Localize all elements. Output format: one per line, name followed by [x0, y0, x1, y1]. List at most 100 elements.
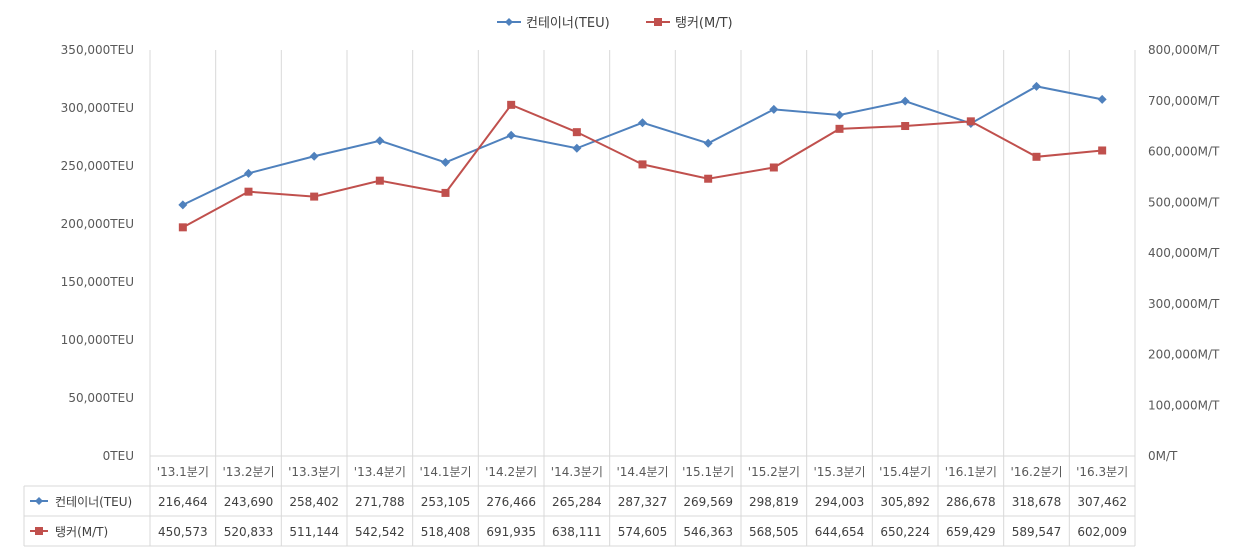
y-right-tick-label: 100,000M/T	[1148, 398, 1220, 412]
data-point	[1097, 94, 1107, 104]
category-label: '14.3분기	[551, 465, 603, 479]
series-line	[182, 85, 1103, 206]
y-left-tick-label: 150,000TEU	[61, 275, 134, 289]
y-left-tick-label: 250,000TEU	[61, 159, 134, 173]
category-label: '13.1분기	[157, 465, 209, 479]
data-table-cell: 638,111	[552, 525, 602, 539]
data-table-cell: 305,892	[880, 495, 930, 509]
data-point	[310, 192, 319, 201]
data-point	[769, 163, 778, 172]
y-right-tick-label: 300,000M/T	[1148, 297, 1220, 311]
data-table-cell: 294,003	[815, 495, 865, 509]
data-table-cell: 253,105	[421, 495, 471, 509]
data-table-cell: 307,462	[1077, 495, 1127, 509]
y-left-tick-label: 350,000TEU	[61, 43, 134, 57]
category-label: '14.2분기	[485, 465, 537, 479]
category-label: '15.4분기	[879, 465, 931, 479]
data-point	[441, 188, 450, 197]
data-point	[835, 110, 844, 120]
y-left-tick-label: 100,000TEU	[61, 333, 134, 347]
data-table-cell: 269,569	[683, 495, 733, 509]
data-table-cell: 271,788	[355, 495, 405, 509]
table-legend-key-marker	[35, 527, 43, 535]
category-label: '13.4분기	[354, 465, 406, 479]
category-label: '13.3분기	[288, 465, 340, 479]
data-point	[244, 168, 253, 178]
data-point	[900, 96, 910, 106]
y-right-tick-label: 700,000M/T	[1148, 94, 1220, 108]
y-right-tick-label: 0M/T	[1148, 449, 1178, 463]
data-table-cell: 450,573	[158, 525, 208, 539]
data-table-cell: 568,505	[749, 525, 799, 539]
table-series-name: 탱커(M/T)	[55, 525, 108, 539]
data-table-cell: 518,408	[421, 525, 471, 539]
y-right-tick-label: 600,000M/T	[1148, 145, 1220, 159]
data-table-cell: 258,402	[289, 495, 339, 509]
data-point	[1032, 152, 1041, 161]
y-left-tick-label: 300,000TEU	[61, 101, 134, 115]
data-point	[572, 128, 581, 137]
data-table-cell: 298,819	[749, 495, 799, 509]
legend-key-marker	[654, 18, 662, 26]
category-label: '15.1분기	[682, 465, 734, 479]
data-point	[769, 104, 779, 114]
y-right-tick-label: 200,000M/T	[1148, 348, 1220, 362]
data-table-cell: 511,144	[289, 525, 339, 539]
data-point	[441, 157, 450, 167]
table-legend-key-marker	[35, 497, 43, 505]
data-point	[835, 124, 844, 133]
data-table-cell: 644,654	[815, 525, 865, 539]
data-table-cell: 287,327	[618, 495, 668, 509]
data-table-cell: 574,605	[618, 525, 668, 539]
y-left-tick-label: 50,000TEU	[68, 391, 134, 405]
data-table-cell: 589,547	[1012, 525, 1062, 539]
category-label: '14.4분기	[616, 465, 668, 479]
y-right-tick-label: 800,000M/T	[1148, 43, 1220, 57]
category-label: '15.2분기	[748, 465, 800, 479]
data-point	[309, 151, 319, 161]
data-point	[704, 174, 713, 183]
data-point	[244, 187, 253, 196]
data-point	[507, 100, 516, 109]
category-label: '15.3분기	[813, 465, 865, 479]
data-table-cell: 546,363	[683, 525, 733, 539]
data-point	[703, 138, 713, 148]
category-label: '16.2분기	[1010, 465, 1062, 479]
data-point	[638, 118, 647, 128]
data-point	[178, 200, 188, 210]
data-table-cell: 216,464	[158, 495, 208, 509]
table-series-name: 컨테이너(TEU)	[55, 495, 132, 509]
category-label: '16.3분기	[1076, 465, 1128, 479]
data-table-cell: 602,009	[1077, 525, 1127, 539]
data-table-cell: 542,542	[355, 525, 405, 539]
data-table-cell: 265,284	[552, 495, 602, 509]
y-right-tick-label: 400,000M/T	[1148, 246, 1220, 260]
legend-label: 탱커(M/T)	[675, 16, 733, 31]
data-point	[178, 223, 187, 232]
data-point	[506, 130, 516, 140]
data-table-cell: 659,429	[946, 525, 996, 539]
category-label: '14.1분기	[419, 465, 471, 479]
data-point	[901, 122, 910, 131]
legend-key-marker	[505, 18, 513, 26]
data-table-cell: 520,833	[224, 525, 274, 539]
data-point	[1032, 81, 1041, 91]
data-table-cell: 650,224	[880, 525, 930, 539]
legend-label: 컨테이너(TEU)	[526, 16, 610, 31]
data-point	[1098, 146, 1107, 155]
data-table-cell: 276,466	[486, 495, 536, 509]
y-right-tick-label: 500,000M/T	[1148, 195, 1220, 209]
data-point	[375, 136, 385, 146]
data-table-cell: 243,690	[224, 495, 274, 509]
y-left-tick-label: 200,000TEU	[61, 217, 134, 231]
data-table-cell: 318,678	[1012, 495, 1062, 509]
data-point	[375, 176, 384, 185]
y-left-tick-label: 0TEU	[103, 449, 134, 463]
data-point	[966, 117, 975, 126]
data-point	[572, 143, 582, 153]
data-table-cell: 691,935	[486, 525, 536, 539]
category-label: '13.2분기	[222, 465, 274, 479]
category-label: '16.1분기	[945, 465, 997, 479]
